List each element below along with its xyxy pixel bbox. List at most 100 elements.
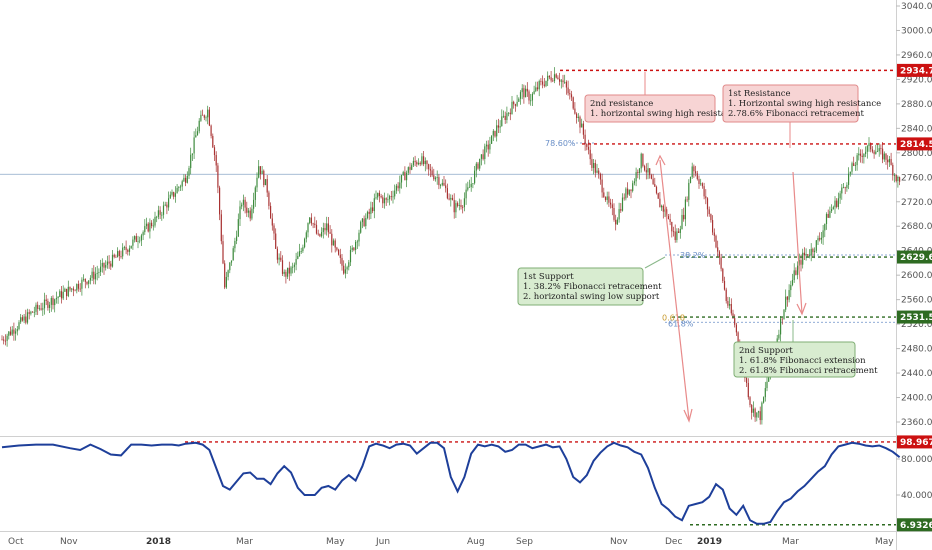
candle-body xyxy=(134,236,136,240)
time-tick-label: May xyxy=(875,537,894,547)
candle-body xyxy=(256,177,258,188)
candle-body xyxy=(780,318,782,335)
candle-body xyxy=(307,223,309,233)
candle-body xyxy=(667,216,669,220)
resistance-2nd-tag xyxy=(897,63,932,77)
candle-body xyxy=(880,148,882,149)
candle-body xyxy=(108,261,110,264)
candle-body xyxy=(897,177,899,182)
candle-body xyxy=(501,116,503,127)
candle-body xyxy=(468,186,471,188)
candle-body xyxy=(142,232,144,236)
osc-tick-label: 80.0000 xyxy=(901,455,932,465)
price-tick-label: 3000.00 xyxy=(901,26,932,36)
candle-body xyxy=(363,218,365,227)
candle-body xyxy=(205,117,207,119)
candle-body xyxy=(766,381,768,389)
annotation-2nd-resistance[interactable]: 2nd resistance 1. horizontal swing high … xyxy=(584,72,741,123)
candle-body xyxy=(764,388,766,398)
candle-body xyxy=(453,200,455,213)
candle-body xyxy=(550,77,552,81)
candle-body xyxy=(492,130,494,136)
candle-body xyxy=(594,162,596,173)
candle-body xyxy=(139,240,141,242)
callout-box xyxy=(584,94,716,123)
annotation-1st-support[interactable]: 1st Support 1. 38.2% Fibonacci retraceme… xyxy=(517,256,666,306)
callout-box xyxy=(517,267,644,306)
candle-body xyxy=(752,408,754,413)
time-tick-label: 2018 xyxy=(146,537,171,547)
candle-body xyxy=(555,74,557,78)
arrow-down-to-support xyxy=(792,171,803,315)
candle-body xyxy=(128,248,131,252)
candle-body xyxy=(562,80,564,83)
annotation-2nd-support[interactable]: 2nd Support 1. 61.8% Fibonacci extension… xyxy=(733,320,878,378)
candle-body xyxy=(130,245,132,249)
candle-body xyxy=(334,240,336,248)
candle-body xyxy=(866,146,868,152)
candle-body xyxy=(472,183,474,185)
candle-body xyxy=(276,248,278,260)
time-tick-label: Oct xyxy=(8,537,24,547)
candle-body xyxy=(152,225,154,227)
candle-body xyxy=(746,377,748,383)
candle-body xyxy=(137,241,139,243)
candle-body xyxy=(89,277,91,281)
candle-body xyxy=(710,214,712,221)
candle-body xyxy=(783,309,785,320)
candle-body xyxy=(499,126,501,128)
candle-body xyxy=(725,289,727,302)
oscillator-panel xyxy=(0,436,896,531)
candle-body xyxy=(611,204,613,209)
candle-body xyxy=(81,279,83,289)
candle-body xyxy=(514,104,516,106)
callout-line-2: 2. horizontal swing low support xyxy=(523,292,660,302)
candle-body xyxy=(290,267,292,274)
candle-body xyxy=(259,166,261,174)
candle-body xyxy=(790,285,792,291)
candle-body xyxy=(458,205,460,206)
oscillator-axis[interactable]: 40.0000 80.0000 xyxy=(896,455,932,501)
candle-body xyxy=(542,81,544,85)
candle-body xyxy=(71,288,73,290)
candle-body xyxy=(676,231,678,241)
candle-body xyxy=(412,160,414,166)
candle-body xyxy=(385,198,387,200)
candle-body xyxy=(465,189,467,199)
candle-body xyxy=(62,291,64,299)
annotation-1st-resistance[interactable]: 1st Resistance 1. Horizontal swing high … xyxy=(722,84,881,148)
candle-body xyxy=(616,219,618,225)
candle-body xyxy=(569,93,571,95)
candle-body xyxy=(395,185,397,191)
candle-body xyxy=(47,301,49,308)
candle-body xyxy=(606,196,608,200)
candle-body xyxy=(647,168,649,173)
candle-body xyxy=(356,241,358,243)
candle-body xyxy=(576,113,578,118)
candle-body xyxy=(288,267,290,274)
candle-body xyxy=(76,284,78,291)
price-tick-label: 2720.00 xyxy=(901,198,932,208)
time-axis[interactable]: Oct Nov 2018 Mar May Jun Aug Sep Nov Dec 2019 Mar Ma… xyxy=(8,537,894,547)
candle-body xyxy=(188,168,190,176)
candle-body xyxy=(55,298,57,300)
candle-body xyxy=(193,137,195,154)
candle-body xyxy=(3,339,5,341)
candle-body xyxy=(321,232,323,237)
candle-body xyxy=(878,148,880,152)
candle-body xyxy=(287,267,289,277)
candle-body xyxy=(111,254,114,267)
candle-body xyxy=(610,202,612,205)
candle-body xyxy=(66,288,68,297)
candle-body xyxy=(873,151,875,154)
candle-body xyxy=(778,334,780,339)
projection-arrows xyxy=(655,154,807,423)
candle-body xyxy=(434,177,437,180)
candle-body xyxy=(358,232,360,242)
support-1st-tag-label: 2629.64 xyxy=(900,253,932,263)
candle-body xyxy=(210,125,212,136)
callout-title: 1st Support xyxy=(523,272,574,282)
candle-body xyxy=(191,153,193,155)
candle-body xyxy=(846,184,848,188)
